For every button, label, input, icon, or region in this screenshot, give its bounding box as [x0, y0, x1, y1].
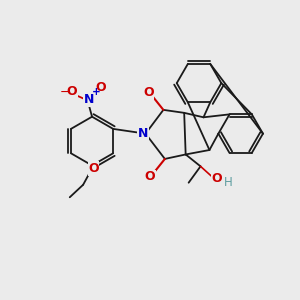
Text: N: N: [84, 93, 94, 106]
Text: N: N: [138, 127, 148, 140]
Text: O: O: [145, 170, 155, 183]
Text: −: −: [60, 85, 70, 98]
Text: O: O: [95, 81, 106, 94]
Text: +: +: [92, 87, 100, 97]
Text: O: O: [212, 172, 222, 185]
Text: O: O: [143, 86, 154, 99]
Text: O: O: [88, 162, 99, 175]
Text: O: O: [67, 85, 77, 98]
Text: H: H: [224, 176, 232, 189]
